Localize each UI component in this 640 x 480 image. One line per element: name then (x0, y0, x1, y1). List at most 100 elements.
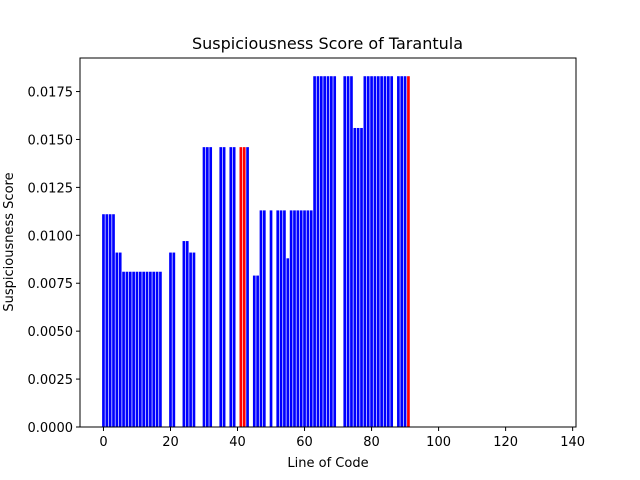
x-tick-label: 20 (162, 435, 179, 450)
bar (132, 271, 135, 427)
bar (206, 147, 209, 427)
bar (135, 271, 139, 427)
bar (383, 76, 387, 428)
x-tick-label: 120 (493, 435, 518, 450)
bar (326, 76, 330, 428)
bar (118, 252, 122, 427)
x-tick-label: 100 (426, 435, 451, 450)
bar (333, 76, 337, 428)
y-tick-label: 0.0100 (28, 229, 74, 244)
bar (192, 252, 196, 427)
bar (185, 241, 189, 427)
y-tick-label: 0.0150 (28, 133, 74, 148)
y-axis-ticks: 0.0000 0.0025 0.0050 0.0075 0.0100 0.0125 0.01… (28, 86, 80, 436)
x-tick-label: 140 (560, 435, 585, 450)
bar (390, 76, 394, 428)
bar (219, 147, 223, 427)
bar (343, 76, 347, 428)
plot-frame (79, 57, 577, 428)
bar (276, 210, 280, 427)
bar (279, 210, 283, 427)
y-axis-label: Suspiciousness Score (2, 172, 17, 311)
bar (366, 76, 370, 428)
bar (125, 271, 129, 427)
bar (363, 76, 367, 428)
bar (323, 76, 326, 428)
bar (299, 210, 303, 427)
bar (122, 271, 125, 427)
bar (373, 76, 377, 428)
bar (138, 271, 142, 427)
bar (128, 271, 132, 427)
y-tick-label: 0.0000 (28, 421, 74, 436)
bar (376, 76, 380, 428)
y-tick-label: 0.0175 (28, 86, 74, 101)
bar (353, 127, 357, 427)
bar (309, 210, 313, 427)
x-tick-label: 40 (229, 435, 246, 450)
x-axis-label: Line of Code (287, 456, 368, 471)
bar (102, 214, 105, 427)
y-tick-label: 0.0050 (28, 325, 74, 340)
y-tick-label: 0.0025 (28, 373, 74, 388)
bar (159, 271, 162, 427)
bar (229, 147, 233, 427)
bar (189, 252, 192, 427)
bar (269, 210, 273, 427)
bar (283, 210, 286, 427)
bar (296, 210, 300, 427)
bar (286, 258, 290, 427)
bar (169, 252, 172, 427)
bar (360, 127, 363, 427)
bar (330, 76, 333, 428)
bar (222, 147, 226, 427)
bar (313, 76, 316, 428)
y-tick-label: 0.0075 (28, 277, 74, 292)
bar (209, 147, 213, 427)
bar (400, 76, 404, 428)
bar (152, 271, 156, 427)
x-axis-ticks: 0 20 40 60 80 100 120 140 (99, 427, 585, 450)
bar (306, 210, 310, 427)
bar-group (102, 76, 410, 428)
bar (145, 271, 149, 427)
x-tick-label: 60 (296, 435, 313, 450)
bar (112, 214, 115, 427)
bar (246, 147, 249, 427)
bar (108, 214, 112, 427)
bar (397, 76, 400, 428)
chart-title: Suspiciousness Score of Tarantula (192, 34, 463, 53)
bar (316, 76, 320, 428)
bar (252, 275, 256, 427)
bar (370, 76, 373, 428)
bar (155, 271, 159, 427)
bar (105, 214, 109, 427)
y-tick-label: 0.0125 (28, 181, 74, 196)
bar (386, 76, 390, 428)
bar (239, 147, 243, 427)
bar (202, 147, 206, 427)
x-tick-label: 0 (99, 435, 107, 450)
bar (242, 147, 246, 427)
bar (319, 76, 323, 428)
bar (303, 210, 306, 427)
bar (350, 76, 353, 428)
bar (115, 252, 119, 427)
bar (182, 241, 186, 427)
bar (289, 210, 293, 427)
x-tick-label: 80 (363, 435, 380, 450)
bar (172, 252, 176, 427)
bar (293, 210, 296, 427)
bar (232, 147, 236, 427)
bar (346, 76, 350, 428)
bar (259, 210, 263, 427)
bar (403, 76, 407, 428)
bar (256, 275, 259, 427)
bar (356, 127, 360, 427)
bar (380, 76, 383, 428)
bar (149, 271, 152, 427)
bar (142, 271, 146, 427)
bar (407, 76, 410, 428)
bar (262, 210, 266, 427)
